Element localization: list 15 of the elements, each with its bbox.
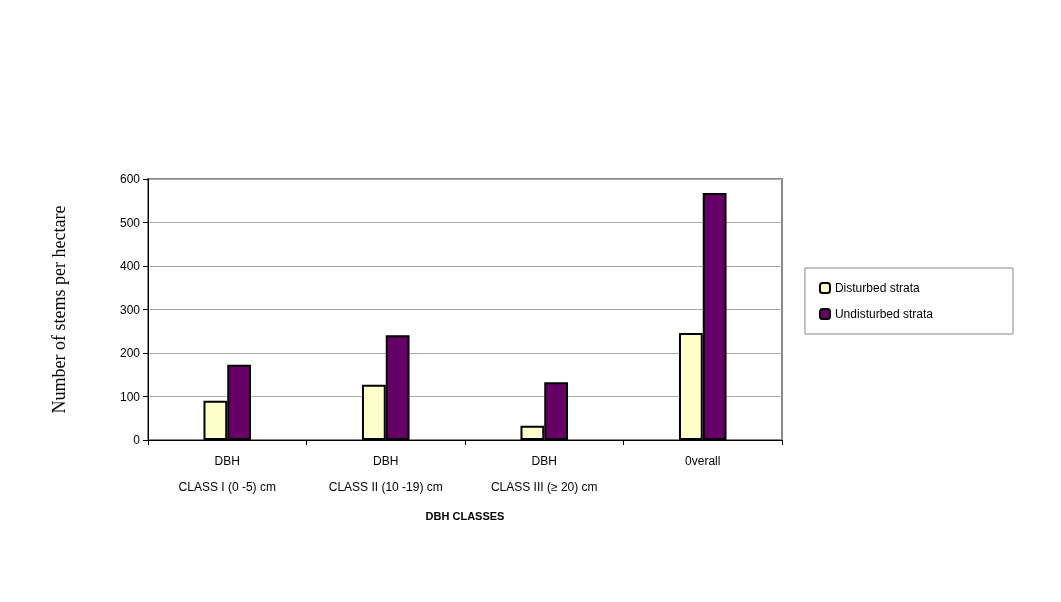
legend-label: Disturbed strata bbox=[834, 281, 920, 295]
y-tick-label: 400 bbox=[119, 259, 141, 273]
y-tick-label: 0 bbox=[133, 433, 141, 447]
x-tick-label: 0verall bbox=[685, 454, 721, 468]
y-tick-label: 200 bbox=[119, 346, 141, 360]
y-tick-label: 100 bbox=[119, 389, 141, 404]
y-tick-label: 300 bbox=[119, 302, 141, 317]
y-tick-label: 500 bbox=[119, 215, 141, 230]
x-tick-label: DBH CLASS I (0 -5) cm bbox=[178, 454, 276, 494]
x-axis-title: DBH CLASSES bbox=[425, 509, 505, 522]
y-axis-title: Number of stems per hectare bbox=[49, 205, 69, 414]
x-tick-label: DBH CLASS III (≥ 20) cm bbox=[490, 454, 598, 494]
legend-label: Undisturbed strata bbox=[834, 307, 934, 321]
x-tick-label: DBH CLASS II (10 -19) cm bbox=[328, 454, 443, 494]
y-tick-label: 600 bbox=[119, 172, 141, 186]
